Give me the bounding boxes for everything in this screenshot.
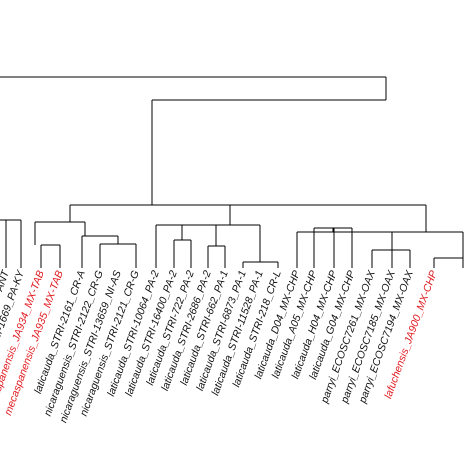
tip-labels: guatemalensis_CIDA-8669_CO-ANTguatenalen… bbox=[0, 267, 440, 434]
tree-branches bbox=[0, 76, 464, 268]
